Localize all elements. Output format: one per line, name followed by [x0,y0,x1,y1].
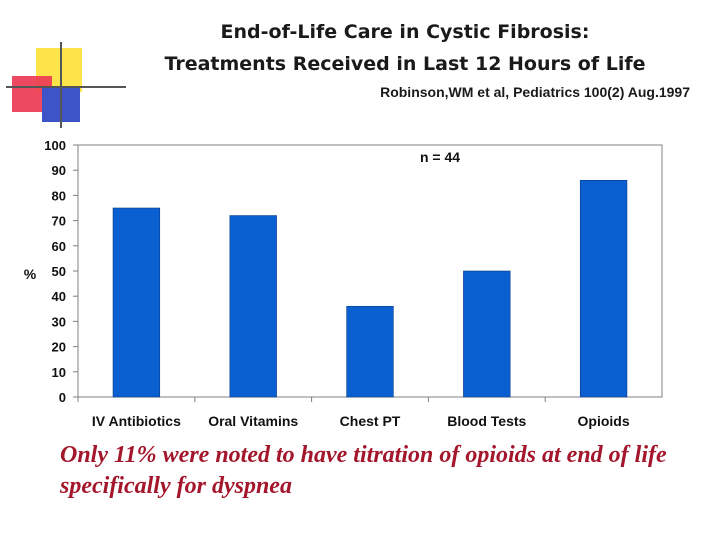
y-tick-label: 0 [59,390,66,405]
bar [346,305,394,398]
slide-title-line2: Treatments Received in Last 12 Hours of … [164,53,646,75]
y-tick-label: 90 [52,163,66,178]
y-tick-label: 50 [52,264,66,279]
bars [112,179,628,398]
bar [579,179,628,398]
x-tick-label: Chest PT [340,413,401,429]
caption: Only 11% were noted to have titration of… [60,442,667,499]
slide-title-line1: End-of-Life Care in Cystic Fibrosis: [220,21,590,43]
x-tick-label: Blood Tests [447,413,526,429]
y-tick-label: 20 [52,340,66,355]
citation: Robinson,WM et al, Pediatrics 100(2) Aug… [380,84,690,100]
y-tick-label: 40 [52,289,66,304]
y-tick-label: 10 [52,365,66,380]
y-tick-label: 60 [52,239,66,254]
bar [112,207,161,398]
bar-chart: 0 10 20 30 40 50 60 70 80 90 100 IV Antibiotics Ora… [24,138,663,429]
sample-size-annotation: n = 44 [420,149,460,165]
bar [229,215,277,398]
x-tick-label: IV Antibiotics [92,413,181,429]
decor-horizontal-line [6,86,126,88]
decor-vertical-line [60,42,62,128]
y-tick-label: 70 [52,214,66,229]
y-axis-ticks: 0 10 20 30 40 50 60 70 80 90 100 [44,138,78,405]
bar [463,270,511,398]
x-axis-labels: IV Antibiotics Oral Vitamins Chest PT Blood… [77,397,630,429]
y-tick-label: 30 [52,314,66,329]
x-tick-label: Opioids [578,413,630,429]
y-axis-label: % [24,266,37,282]
y-tick-label: 100 [44,138,66,153]
y-tick-label: 80 [52,188,66,203]
x-tick-label: Oral Vitamins [208,413,298,429]
